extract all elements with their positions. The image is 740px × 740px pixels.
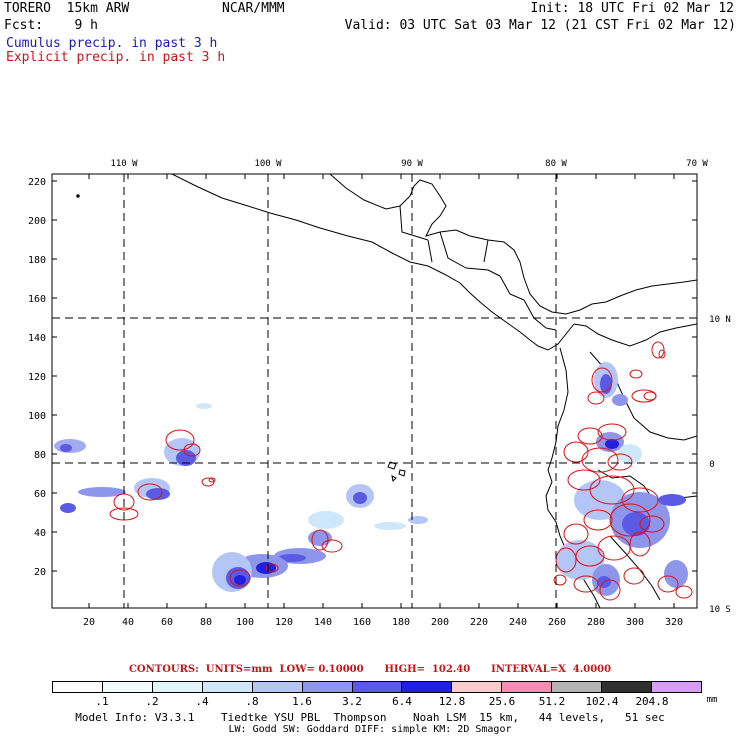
colorbar-swatch (652, 682, 701, 692)
x-tick-220: 220 (470, 617, 488, 628)
x-tick-160: 160 (353, 617, 371, 628)
colorbar-swatch (252, 682, 303, 692)
map-content (54, 174, 697, 608)
colorbar-label: 1.6 (292, 695, 312, 708)
lat-label-10n: 10 N (709, 315, 731, 325)
country-borders (399, 205, 557, 331)
colorbar-swatch (402, 682, 453, 692)
x-tick-40: 40 (122, 617, 134, 628)
map-frame (51, 173, 698, 609)
cumulus-precip-shading (54, 362, 688, 596)
gulf-yucatan-coast (329, 174, 697, 315)
y-tick-60: 60 (34, 489, 46, 500)
x-tick-240: 240 (509, 617, 527, 628)
model-title: TORERO 15km ARW (4, 1, 130, 16)
y-tick-100: 100 (28, 411, 46, 422)
colorbar-label: 102.4 (585, 695, 619, 708)
axis-ticks (52, 174, 697, 608)
lon-label-110w: 110 W (110, 159, 138, 169)
precip-colorbar (52, 681, 702, 693)
field-cumulus-label: Cumulus precip. in past 3 h (6, 36, 218, 51)
explicit-precip-contours (109, 341, 693, 601)
x-tick-80: 80 (200, 617, 212, 628)
y-tick-220: 220 (28, 177, 46, 188)
y-tick-200: 200 (28, 216, 46, 227)
x-tick-280: 280 (587, 617, 605, 628)
valid-time: Valid: 03 UTC Sat 03 Mar 12 (21 CST Fri … (344, 18, 736, 33)
colorbar-swatch (502, 682, 553, 692)
colorbar-label: 6.4 (392, 695, 412, 708)
colorbar-swatch (152, 682, 203, 692)
x-tick-60: 60 (161, 617, 173, 628)
forecast-hour: Fcst: 9 h (4, 18, 98, 33)
colorbar-label: .8 (245, 695, 259, 708)
organization-label: NCAR/MMM (222, 1, 285, 16)
y-tick-20: 20 (34, 567, 46, 578)
contour-info: CONTOURS: UNITS=mm LOW= 0.10000 HIGH= 10… (128, 664, 612, 675)
lon-label-80w: 80 W (545, 159, 567, 169)
colorbar-label: 25.6 (488, 695, 516, 708)
y-tick-40: 40 (34, 528, 46, 539)
y-tick-80: 80 (34, 450, 46, 461)
lat-label-10s: 10 S (709, 605, 731, 615)
coastlines (76, 174, 697, 608)
lat-label-0: 0 (709, 460, 714, 470)
colorbar-swatch (202, 682, 253, 692)
x-tick-20: 20 (83, 617, 95, 628)
x-tick-200: 200 (431, 617, 449, 628)
x-tick-320: 320 (665, 617, 683, 628)
y-tick-140: 140 (28, 333, 46, 344)
x-tick-140: 140 (314, 617, 332, 628)
colorbar-swatch (552, 682, 603, 692)
colorbar-label: 3.2 (342, 695, 362, 708)
init-time: Init: 18 UTC Fri 02 Mar 12 (530, 1, 735, 16)
x-tick-120: 120 (275, 617, 293, 628)
x-tick-180: 180 (392, 617, 410, 628)
colorbar-swatch (302, 682, 353, 692)
model-info-line2: LW: Godd SW: Goddard DIFF: simple KM: 2D… (228, 724, 512, 735)
colorbar-swatch (602, 682, 653, 692)
colorbar-swatch (102, 682, 153, 692)
x-tick-260: 260 (548, 617, 566, 628)
colorbar-swatch (352, 682, 403, 692)
lon-label-100w: 100 W (254, 159, 282, 169)
colorbar-label: 51.2 (538, 695, 566, 708)
y-tick-160: 160 (28, 294, 46, 305)
colorbar-swatch (452, 682, 503, 692)
y-tick-120: 120 (28, 372, 46, 383)
central-america-pacific-coast (171, 174, 575, 351)
colorbar-label: 204.8 (635, 695, 669, 708)
colorbar-label: .1 (95, 695, 109, 708)
colorbar-unit: mm (706, 695, 718, 705)
y-tick-180: 180 (28, 255, 46, 266)
x-tick-100: 100 (236, 617, 254, 628)
colorbar-label: .4 (195, 695, 209, 708)
lon-label-70w: 70 W (686, 159, 708, 169)
colorbar-label: .2 (145, 695, 159, 708)
lon-label-90w: 90 W (401, 159, 423, 169)
lat-lon-grid (52, 174, 697, 608)
model-info-line1: Model Info: V3.3.1 Tiedtke YSU PBL Thomp… (75, 711, 665, 724)
galapagos-islands (387, 461, 406, 483)
field-explicit-label: Explicit precip. in past 3 h (6, 50, 226, 65)
south-america-coast (573, 323, 697, 347)
x-tick-300: 300 (626, 617, 644, 628)
colorbar-swatch (53, 682, 103, 692)
colorbar-label: 12.8 (438, 695, 466, 708)
